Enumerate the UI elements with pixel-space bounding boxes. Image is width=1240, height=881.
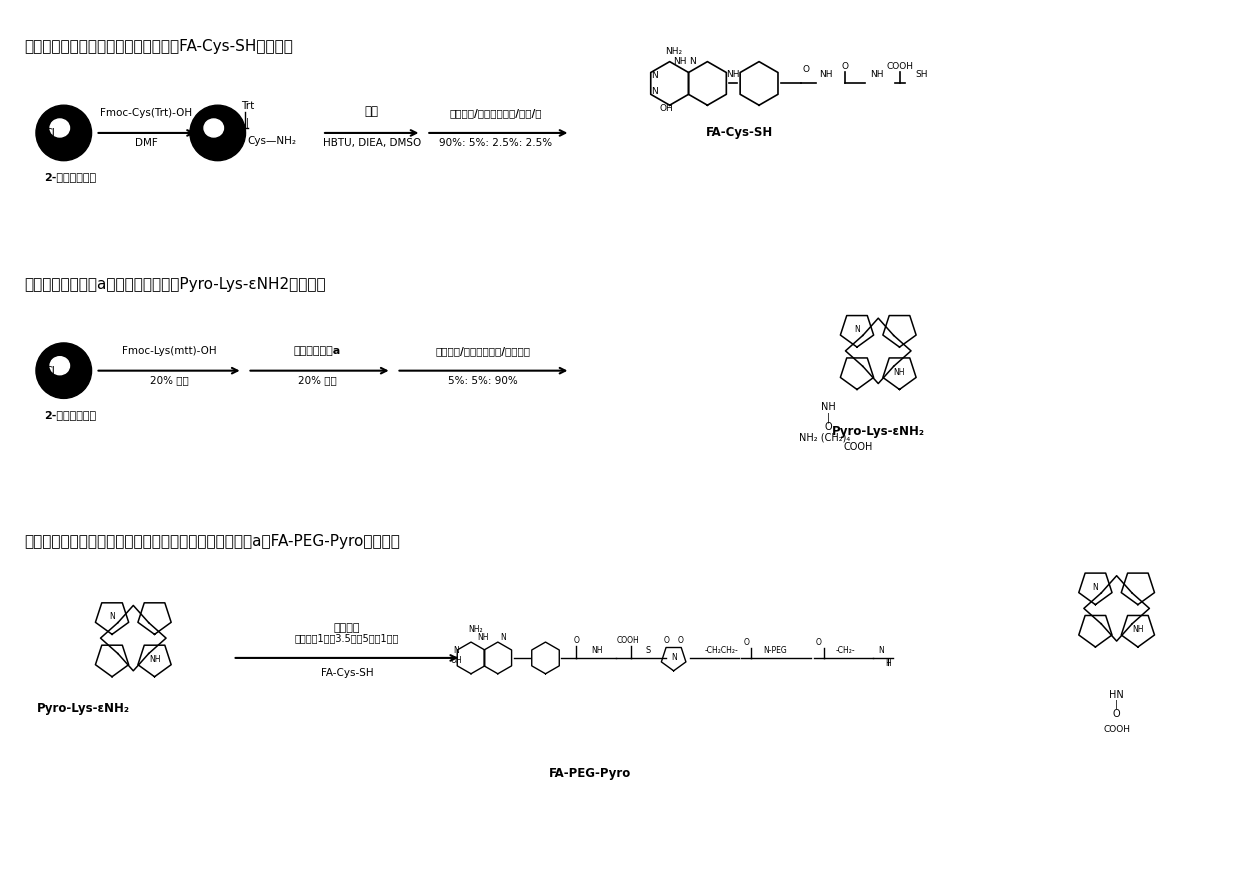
Text: -CH₂-: -CH₂- [836, 646, 856, 655]
Text: 二、焦脱镁叶绿酸a和赖氨酸连接物（Pyro-Lys-εNH2）的合成: 二、焦脱镁叶绿酸a和赖氨酸连接物（Pyro-Lys-εNH2）的合成 [24, 277, 326, 292]
Text: N: N [500, 633, 506, 642]
Text: N: N [689, 57, 696, 66]
Text: 90%: 5%: 2.5%: 2.5%: 90%: 5%: 2.5%: 2.5% [439, 138, 552, 148]
Text: NH₂ (CH₂)₄: NH₂ (CH₂)₄ [799, 432, 851, 442]
Text: 一、具有疏基反应基团的叶酸连接物（FA-Cys-SH）的合成: 一、具有疏基反应基团的叶酸连接物（FA-Cys-SH）的合成 [24, 39, 293, 54]
Text: 2-氯三苯基树脂: 2-氯三苯基树脂 [43, 411, 95, 420]
Text: 叶酸: 叶酸 [365, 105, 378, 118]
Text: Cys—NH₂: Cys—NH₂ [248, 136, 296, 146]
Text: 三、基于聚乙二醇连接链的叶酸靶向光敏剂焦脱镁叶绿酸a（FA-PEG-Pyro）的合成: 三、基于聚乙二醇连接链的叶酸靶向光敏剂焦脱镁叶绿酸a（FA-PEG-Pyro）的… [24, 534, 401, 549]
Text: Fmoc-Lys(mtt)-OH: Fmoc-Lys(mtt)-OH [122, 346, 216, 356]
Text: N: N [651, 71, 658, 80]
Text: H: H [885, 659, 892, 668]
Text: N: N [671, 654, 677, 663]
Text: NH: NH [591, 646, 603, 655]
Text: N: N [1092, 582, 1099, 592]
Text: 三氟乙酸/三异丙基硅烷/二氯甲烷: 三氟乙酸/三异丙基硅烷/二氯甲烷 [435, 346, 531, 356]
Text: N: N [454, 646, 459, 655]
Text: NH: NH [149, 655, 160, 663]
Text: Pyro-Lys-εNH₂: Pyro-Lys-εNH₂ [832, 425, 925, 438]
Text: COOH: COOH [616, 636, 640, 645]
Text: NH: NH [477, 633, 489, 642]
Text: Fmoc-Cys(Trt)-OH: Fmoc-Cys(Trt)-OH [100, 108, 192, 118]
Text: -CH₂CH₂-: -CH₂CH₂- [704, 646, 738, 655]
Text: O: O [816, 638, 822, 647]
Text: N: N [878, 646, 884, 655]
Text: FA-Cys-SH: FA-Cys-SH [320, 668, 373, 677]
Text: OH: OH [660, 104, 673, 113]
Text: O: O [1112, 709, 1121, 720]
Text: OH: OH [450, 655, 463, 665]
Text: NH: NH [1132, 626, 1143, 634]
Ellipse shape [50, 119, 69, 137]
Text: NH₂: NH₂ [469, 626, 484, 634]
Circle shape [190, 105, 246, 160]
Text: O: O [842, 62, 849, 70]
Text: NH: NH [727, 70, 740, 79]
Text: Cl: Cl [43, 128, 55, 138]
Text: S: S [646, 646, 651, 655]
Text: |: | [827, 412, 831, 423]
Text: 20% 醋酐: 20% 醋酐 [298, 375, 336, 386]
Ellipse shape [205, 119, 223, 137]
Text: N: N [651, 87, 658, 96]
Text: 聚乙二醇: 聚乙二醇 [334, 623, 360, 633]
Ellipse shape [50, 357, 69, 374]
Text: Pyro-Lys-εNH₂: Pyro-Lys-εNH₂ [37, 702, 130, 715]
Text: O: O [825, 422, 832, 432]
Text: DMF: DMF [135, 138, 157, 148]
Text: 20% 哌啶: 20% 哌啶 [150, 375, 188, 386]
Text: 5%: 5%: 90%: 5%: 5%: 90% [448, 375, 518, 386]
Text: Cl: Cl [43, 366, 55, 375]
Text: NH: NH [673, 57, 687, 66]
Text: O: O [802, 64, 810, 73]
Text: NH: NH [821, 403, 836, 412]
Text: NH: NH [870, 70, 884, 79]
Text: 焦脱镁叶绿酸a: 焦脱镁叶绿酸a [294, 346, 341, 356]
Text: SH: SH [915, 70, 928, 79]
Text: O: O [573, 636, 579, 645]
Text: NH₂: NH₂ [665, 48, 682, 56]
Text: NH: NH [894, 367, 905, 376]
Text: N: N [854, 325, 859, 334]
Text: NH: NH [818, 70, 832, 79]
Text: O: O [677, 636, 683, 645]
Text: Trt: Trt [241, 101, 254, 111]
Circle shape [36, 343, 92, 398]
Text: N-PEG: N-PEG [763, 646, 787, 655]
Text: COOH: COOH [1104, 725, 1130, 734]
Text: FA-Cys-SH: FA-Cys-SH [706, 127, 773, 139]
Text: |: | [1115, 700, 1118, 709]
Text: O: O [663, 636, 670, 645]
Text: COOH: COOH [843, 442, 873, 452]
Text: 三氟乙酸/三异丙基硅烷/苯酚/水: 三氟乙酸/三异丙基硅烷/苯酚/水 [450, 108, 542, 118]
Text: |: | [246, 117, 249, 128]
Text: FA-PEG-Pyro: FA-PEG-Pyro [549, 766, 631, 780]
Text: HBTU, DIEA, DMSO: HBTU, DIEA, DMSO [322, 138, 420, 148]
Circle shape [36, 105, 92, 160]
Text: HN: HN [1110, 690, 1123, 700]
Text: 2-氯三苯基树脂: 2-氯三苯基树脂 [43, 173, 95, 182]
Text: O: O [743, 638, 749, 647]
Text: （分子量1千，3.5千，5千和1万）: （分子量1千，3.5千，5千和1万） [295, 633, 399, 643]
Text: COOH: COOH [887, 62, 914, 70]
Text: N: N [109, 612, 115, 621]
